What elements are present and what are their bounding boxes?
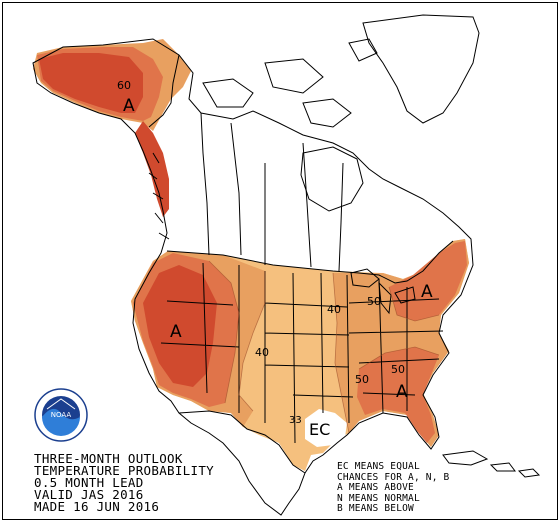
label-southeast-contour: 50: [355, 373, 369, 386]
probability-shading: [33, 39, 469, 471]
label-alaska-category: A: [123, 96, 135, 116]
title-line-3: 0.5 MONTH LEAD: [34, 475, 144, 490]
contour-40-east: [332, 272, 350, 434]
label-northeast-contour: 50: [367, 295, 381, 308]
shade-panhandle: [135, 121, 169, 217]
caribbean-islands: [442, 450, 541, 478]
title-line-4: VALID JAS 2016: [34, 487, 144, 502]
outlook-title-block: THREE-MONTH OUTLOOK TEMPERATURE PROBABILI…: [34, 451, 214, 514]
label-southeast-category: A: [396, 382, 408, 402]
noaa-logo: NOAA: [34, 388, 88, 442]
label-texas-contour: 33: [289, 415, 302, 426]
arctic-islands: [202, 38, 378, 128]
legend-line-2: CHANCES FOR A, N, B: [337, 471, 450, 483]
map-labels: 60 A A 40 40 50 A 50 50 A 33 EC: [117, 79, 433, 439]
label-west-contour: 40: [327, 303, 341, 316]
legend-line-3: A MEANS ABOVE: [337, 482, 414, 493]
contour-40-west: [238, 271, 266, 412]
contour-50-west: [208, 260, 240, 404]
shade-ec-texas: [305, 409, 347, 447]
legend-line-1: EC MEANS EQUAL: [337, 461, 420, 472]
shade-above-50-east: [357, 241, 467, 443]
greenland-coast: [362, 14, 480, 124]
noaa-logo-text: NOAA: [51, 411, 72, 419]
title-line-1: THREE-MONTH OUTLOOK: [34, 451, 183, 466]
contour-50-southeast: [358, 346, 440, 370]
label-ec: EC: [309, 420, 330, 439]
contour-lines: [208, 260, 440, 434]
title-line-5: MADE 16 JUN 2016: [34, 499, 160, 514]
us-mexico-border: [178, 410, 306, 474]
north-america-coast: [32, 38, 474, 516]
title-line-2: TEMPERATURE PROBABILITY: [34, 463, 214, 478]
label-northeast-category: A: [421, 282, 433, 302]
great-lakes: [350, 268, 416, 315]
legend-line-4: N MEANS NORMAL: [337, 492, 420, 504]
label-central-contour: 40: [255, 346, 269, 359]
contour-50-northeast: [388, 286, 440, 322]
bc-coast-detail: [148, 152, 170, 240]
label-alaska-contour: 60: [117, 79, 131, 92]
label-west-category: A: [170, 322, 182, 342]
legend-line-5: B MEANS BELOW: [337, 503, 414, 514]
outlook-map: 60 A A 40 40 50 A 50 50 A 33 EC NOAA: [32, 14, 541, 516]
alaska-canada-border: [148, 54, 180, 128]
shade-above-60-west: [143, 265, 217, 387]
boundary-lines: [32, 14, 541, 516]
shade-alaska-60: [39, 53, 143, 113]
canada-us-border: [166, 240, 454, 284]
label-ohio-contour: 50: [391, 363, 405, 376]
canada-province-lines: [200, 112, 344, 272]
hudson-bay: [300, 146, 364, 212]
